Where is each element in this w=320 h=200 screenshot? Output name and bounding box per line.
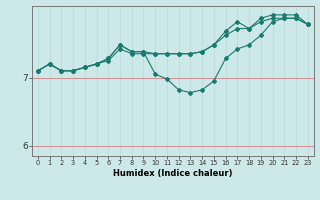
X-axis label: Humidex (Indice chaleur): Humidex (Indice chaleur): [113, 169, 233, 178]
